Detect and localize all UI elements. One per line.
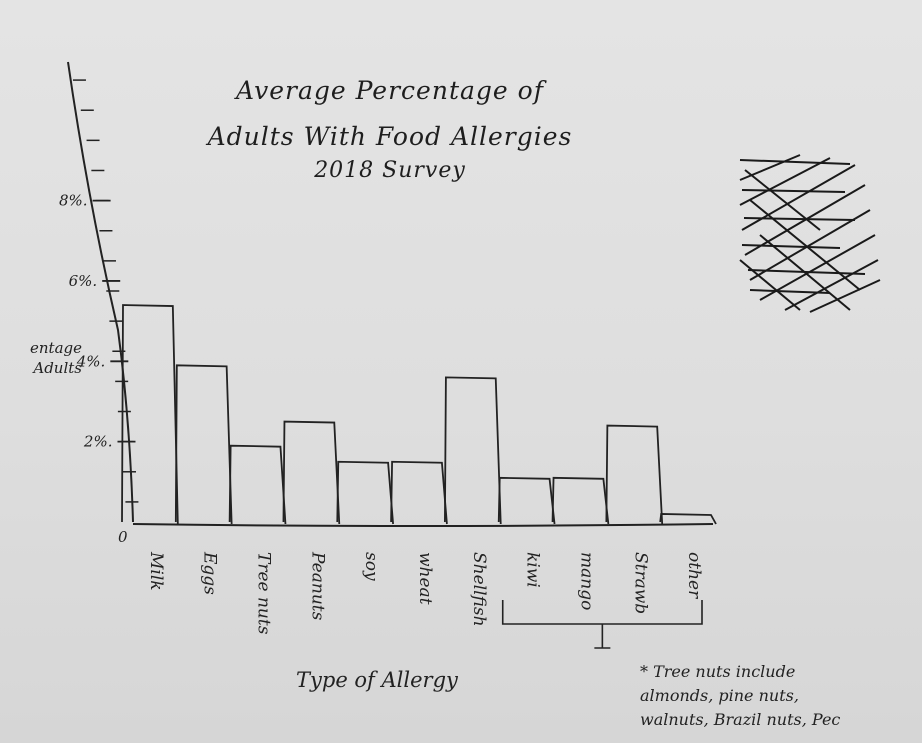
bar bbox=[605, 424, 664, 525]
x-tick-label: mango bbox=[576, 552, 596, 610]
bar bbox=[228, 444, 287, 525]
x-tick-label: Peanuts bbox=[307, 551, 327, 621]
origin-label: 0 bbox=[118, 528, 128, 546]
bar bbox=[390, 460, 448, 525]
bar bbox=[282, 420, 341, 525]
bar bbox=[497, 476, 556, 525]
chart-title-line-1: Average Percentage of bbox=[236, 76, 544, 105]
y-tick-label: 2%. bbox=[83, 433, 113, 451]
chart-subtitle-year: 2018 Survey bbox=[314, 158, 466, 183]
bar bbox=[659, 513, 717, 525]
bar bbox=[174, 364, 233, 525]
y-tick-label: 6%. bbox=[69, 272, 98, 290]
x-axis-line bbox=[132, 523, 714, 527]
bar bbox=[121, 304, 179, 525]
tree-nuts-footnote: * Tree nuts include almonds, pine nuts, … bbox=[640, 662, 841, 729]
x-tick-label: Milk bbox=[146, 551, 166, 591]
group-bracket bbox=[501, 600, 703, 625]
bar bbox=[551, 476, 610, 525]
x-tick-label: Shellfish bbox=[469, 552, 489, 627]
x-tick-label: soy bbox=[361, 552, 381, 581]
x-tick-label: other bbox=[684, 552, 704, 599]
x-tick-label: kiwi bbox=[523, 552, 543, 588]
group-bracket-stem bbox=[594, 624, 611, 649]
x-axis-label: Type of Allergy bbox=[296, 668, 458, 692]
chart-title-line-2: Adults With Food Allergies bbox=[207, 122, 573, 151]
x-tick-label: wheat bbox=[415, 552, 435, 605]
x-tick-label: Tree nuts bbox=[254, 552, 274, 635]
x-tick-label: Eggs bbox=[200, 551, 220, 595]
y-axis-label: entage Adults bbox=[30, 339, 82, 377]
y-tick-label: 4%. bbox=[76, 352, 106, 370]
y-axis-line bbox=[67, 61, 134, 523]
y-tick-label: 8%. bbox=[59, 192, 88, 210]
x-tick-label: Strawb bbox=[630, 552, 650, 614]
crossed-out-notes bbox=[739, 154, 881, 313]
bar bbox=[444, 376, 502, 525]
bar bbox=[336, 460, 394, 525]
